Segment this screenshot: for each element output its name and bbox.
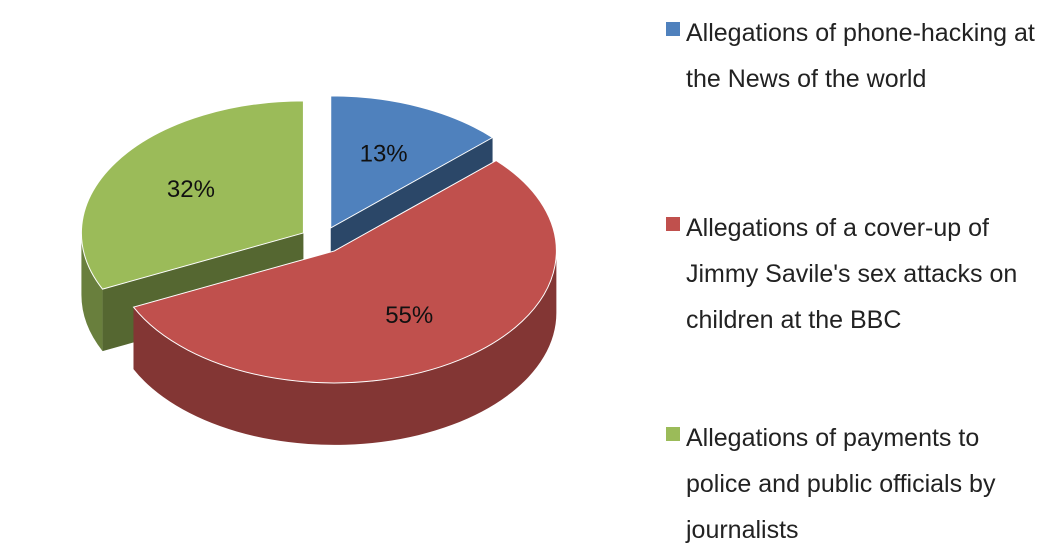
slice (132, 159, 557, 384)
legend-label: Allegations of payments to police and pu… (686, 424, 996, 544)
slice-wall (133, 250, 557, 445)
legend-swatch (666, 217, 680, 231)
legend-entry: Allegations of payments to police and pu… (666, 415, 1036, 547)
data-label: 32% (167, 176, 215, 203)
data-label: 55% (385, 302, 433, 329)
legend-entry: Allegations of a cover-up of Jimmy Savil… (666, 205, 1036, 343)
pie-area: 13% 55% 32% (80, 95, 557, 445)
legend-entry: Allegations of phone-hacking at the News… (666, 10, 1036, 102)
legend-label: Allegations of phone-hacking at the News… (686, 19, 1035, 93)
slice (80, 100, 304, 290)
legend-label: Allegations of a cover-up of Jimmy Savil… (686, 214, 1018, 334)
slice (330, 95, 494, 229)
data-label: 13% (360, 141, 408, 168)
legend-swatch (666, 22, 680, 36)
legend-swatch (666, 427, 680, 441)
